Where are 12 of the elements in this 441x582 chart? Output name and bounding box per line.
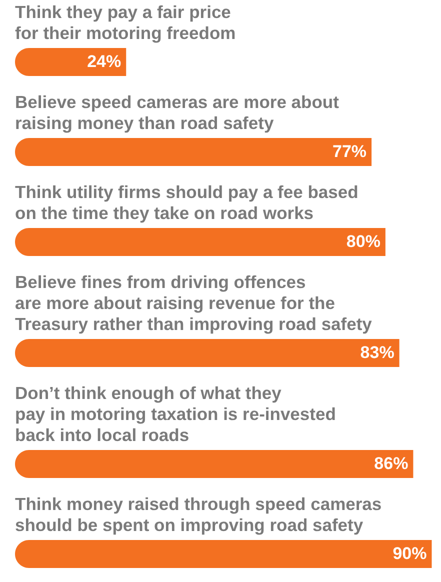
y-tick-label: Believe speed cameras are more about raising money than road safety (15, 92, 340, 133)
y-tick-label: Believe fines from driving offences are more about raising revenue for the Treasury rather than improving road safety (15, 272, 372, 334)
data-label: 24% (87, 52, 122, 71)
data-label: 83% (360, 343, 394, 362)
y-tick-label: Think utility firms should pay a fee based on the time they take on road works (15, 182, 358, 223)
data-label: 80% (346, 232, 380, 251)
y-tick-label: Think money raised through speed cameras should be spent on improving road safety (15, 494, 382, 535)
data-label: 90% (392, 544, 427, 563)
y-tick-label: Think they pay a fair price for their motoring freedom (15, 2, 236, 43)
data-label: 86% (374, 454, 408, 473)
y-tick-label: Don’t think enough of what they pay in motoring taxation is re-invested back into local roads (15, 383, 336, 445)
data-label: 77% (332, 142, 367, 161)
